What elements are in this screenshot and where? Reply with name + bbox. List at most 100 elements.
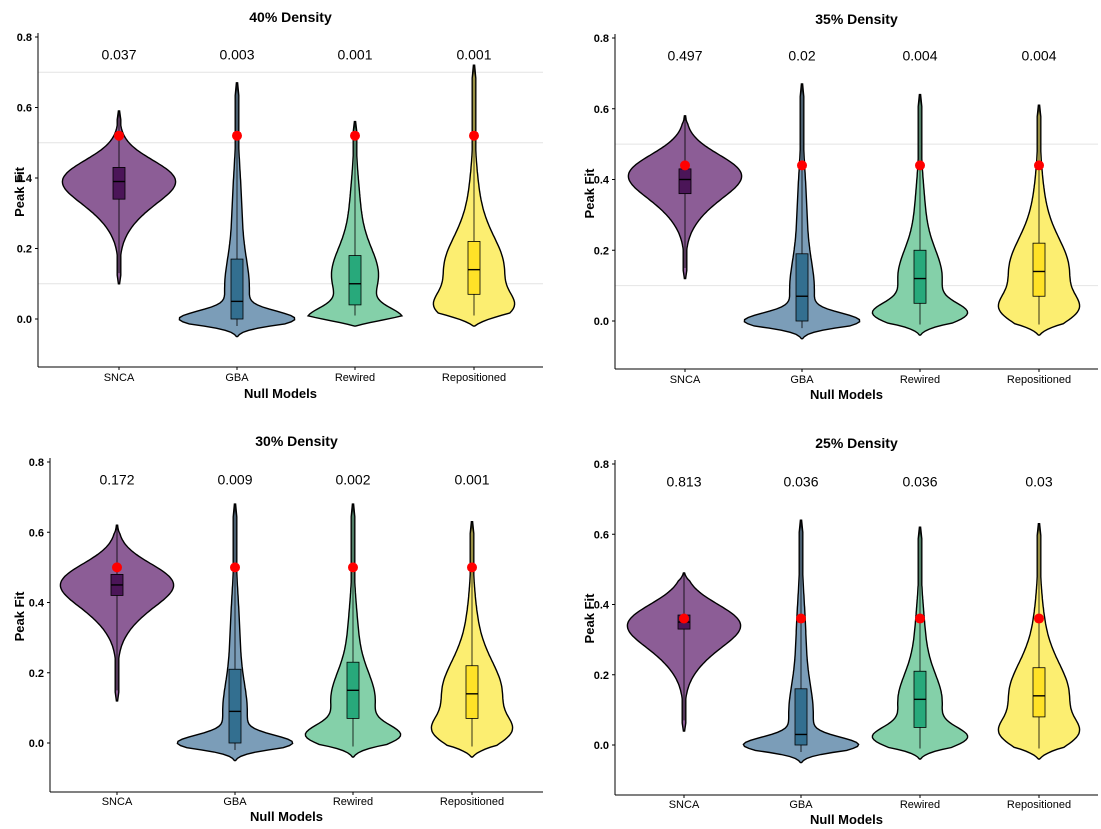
box-repositioned [1032, 242, 1046, 297]
y-tick-label: 0.4 [594, 600, 610, 612]
y-tick-label: 0.0 [594, 740, 609, 752]
x-tick-label: SNCA [102, 796, 133, 808]
x-axis-label: Null Models [810, 812, 883, 827]
x-tick-label: Rewired [335, 372, 375, 384]
violin-group-rewired: Rewired 0.002 [304, 472, 402, 808]
p-value-label: 0.036 [902, 474, 937, 490]
x-tick-label: Repositioned [1007, 374, 1071, 386]
y-axis-label: Peak Fit [12, 591, 27, 642]
y-tick-label: 0.0 [29, 738, 44, 750]
x-tick-label: GBA [790, 374, 814, 386]
x-tick-label: Repositioned [1007, 799, 1071, 811]
chart-panel-3: 0.0 0.2 0.4 0.6 0.8 25% Density Null Models Pea… [582, 435, 1098, 827]
box-rewired [348, 255, 362, 306]
y-axis-label: Peak Fit [12, 166, 27, 217]
x-tick-label: Repositioned [440, 796, 504, 808]
x-tick-label: Rewired [900, 374, 940, 386]
observed-point-gba [796, 613, 806, 624]
y-tick-label: 0.2 [29, 668, 44, 680]
p-value-label: 0.001 [454, 472, 489, 488]
x-tick-label: Rewired [333, 796, 373, 808]
violin-group-gba: GBA 0.036 [742, 474, 860, 811]
box-snca [112, 167, 126, 200]
y-axis-label: Peak Fit [582, 168, 597, 219]
violin-group-gba: GBA 0.009 [176, 472, 294, 808]
observed-point-repositioned [467, 562, 477, 573]
p-value-label: 0.172 [99, 472, 134, 488]
y-tick-label: 0.4 [594, 175, 610, 187]
violin-group-rewired: Rewired 0.036 [871, 474, 969, 811]
violin-group-snca: SNCA 0.037 [61, 47, 177, 384]
x-tick-label: GBA [223, 796, 247, 808]
observed-point-repositioned [1034, 613, 1044, 624]
p-value-label: 0.003 [219, 47, 254, 63]
y-axis-label: Peak Fit [582, 593, 597, 644]
y-tick-label: 0.8 [594, 459, 609, 471]
x-axis-label: Null Models [244, 386, 317, 401]
observed-point-repositioned [1034, 160, 1044, 171]
chart-title: 30% Density [255, 433, 338, 449]
p-value-label: 0.004 [902, 48, 937, 64]
x-tick-label: GBA [225, 372, 249, 384]
x-tick-label: SNCA [669, 799, 700, 811]
observed-point-snca [679, 613, 689, 624]
observed-point-rewired [348, 562, 358, 573]
x-axis-label: Null Models [810, 387, 883, 402]
y-tick-label: 0.4 [17, 173, 33, 185]
x-tick-label: Repositioned [442, 372, 506, 384]
p-value-label: 0.037 [101, 47, 136, 63]
x-tick-label: SNCA [104, 372, 135, 384]
observed-point-gba [230, 562, 240, 573]
y-tick-label: 0.2 [594, 245, 609, 257]
y-tick-label: 0.8 [594, 33, 609, 45]
box-repositioned [465, 665, 479, 719]
p-value-label: 0.004 [1021, 48, 1056, 64]
p-value-label: 0.001 [337, 47, 372, 63]
violin-group-snca: SNCA 0.813 [626, 474, 742, 811]
observed-point-rewired [915, 613, 925, 624]
box-gba [228, 668, 242, 744]
violin-group-snca: SNCA 0.172 [59, 472, 175, 808]
y-tick-label: 0.6 [594, 529, 609, 541]
chart-title: 35% Density [815, 11, 898, 27]
y-tick-label: 0.6 [594, 104, 609, 116]
observed-point-gba [797, 160, 807, 171]
violin-group-snca: SNCA 0.497 [627, 48, 743, 386]
y-tick-label: 0.8 [17, 32, 32, 44]
chart-panel-0: 0.0 0.2 0.4 0.6 0.8 40% Density Null Models Pea… [12, 9, 543, 401]
x-tick-label: Rewired [900, 799, 940, 811]
y-tick-label: 0.8 [29, 457, 44, 469]
y-tick-label: 0.2 [17, 244, 32, 256]
p-value-label: 0.001 [456, 47, 491, 63]
observed-point-gba [232, 130, 242, 141]
observed-point-snca [680, 160, 690, 171]
y-tick-label: 0.4 [29, 598, 45, 610]
chart-panel-2: 0.0 0.2 0.4 0.6 0.8 30% Density Null Models Pea… [12, 433, 543, 824]
x-tick-label: SNCA [670, 374, 701, 386]
observed-point-snca [114, 130, 124, 141]
chart-title: 40% Density [249, 9, 332, 25]
y-tick-label: 0.6 [29, 527, 44, 539]
p-value-label: 0.002 [335, 472, 370, 488]
observed-point-rewired [350, 130, 360, 141]
y-tick-label: 0.6 [17, 103, 32, 115]
violin-group-gba: GBA 0.003 [178, 47, 296, 384]
violin-group-repositioned: Repositioned 0.001 [430, 472, 514, 808]
p-value-label: 0.009 [217, 472, 252, 488]
p-value-label: 0.036 [783, 474, 818, 490]
y-tick-label: 0.0 [594, 316, 609, 328]
observed-point-snca [112, 562, 122, 573]
chart-panel-1: 0.0 0.2 0.4 0.6 0.8 35% Density Null Models Pea… [582, 11, 1098, 402]
y-tick-label: 0.2 [594, 670, 609, 682]
y-tick-label: 0.0 [17, 314, 32, 326]
violin-group-rewired: Rewired 0.004 [871, 48, 969, 386]
box-rewired [913, 249, 927, 304]
violin-group-repositioned: Repositioned 0.03 [997, 474, 1081, 811]
x-tick-label: GBA [789, 799, 813, 811]
violin-group-rewired: Rewired 0.001 [306, 47, 404, 384]
violin-group-repositioned: Repositioned 0.004 [997, 48, 1081, 386]
box-snca [678, 168, 692, 195]
observed-point-rewired [915, 160, 925, 171]
p-value-label: 0.497 [667, 48, 702, 64]
